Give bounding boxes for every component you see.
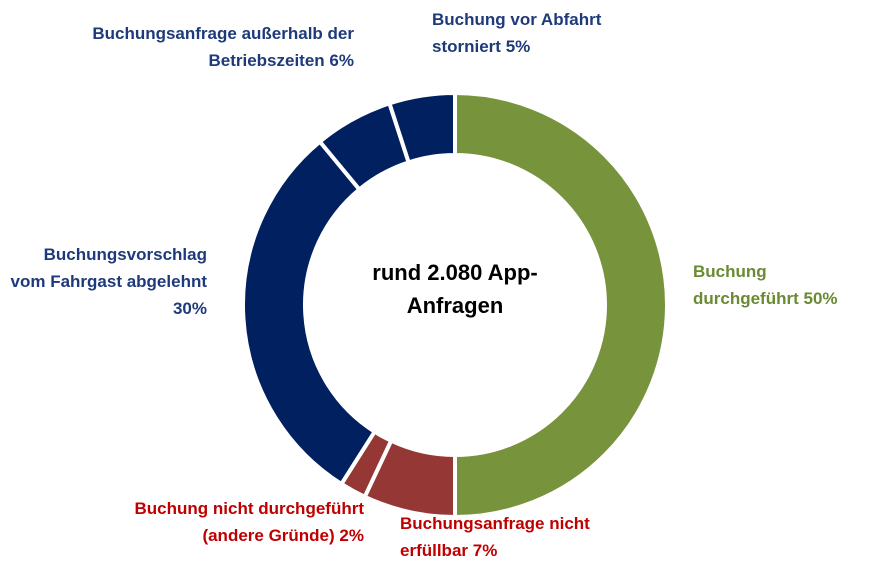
segment-label: Buchungsanfrage nicht erfüllbar 7%: [400, 510, 640, 563]
donut-segment: [241, 138, 378, 487]
category-name: Buchungsvorschlag vom Fahrgast abgelehnt: [10, 245, 207, 291]
value-label: 50%: [803, 289, 838, 308]
value-label: 2%: [339, 526, 364, 545]
donut-segment: [386, 90, 457, 165]
value-label: 6%: [329, 51, 354, 70]
segment-label: Buchungsanfrage außerhalb der Betriebsze…: [20, 20, 354, 74]
value-label: 30%: [172, 299, 207, 318]
category-name: Buchungsanfrage nicht erfüllbar: [400, 514, 590, 560]
category-name: Buchung durchgeführt: [693, 262, 799, 308]
category-name: Buchung vor Abfahrt storniert: [432, 10, 602, 56]
center-text: rund 2.080 App-Anfragen: [372, 260, 538, 318]
donut-segment: [453, 90, 669, 520]
category-name: Buchung nicht durchgeführt (andere Gründ…: [134, 499, 364, 545]
segment-label: Buchung durchgeführt 50%: [693, 258, 868, 312]
segment-label: Buchung vor Abfahrt storniert 5%: [432, 6, 652, 60]
segment-label: Buchung nicht durchgeführt (andere Gründ…: [72, 495, 364, 549]
segment-label: Buchungsvorschlag vom Fahrgast abgelehnt…: [10, 241, 207, 322]
value-label: 5%: [505, 37, 531, 56]
value-label: 7%: [472, 541, 498, 560]
category-name: Buchungsanfrage außerhalb der Betriebsze…: [92, 24, 354, 70]
